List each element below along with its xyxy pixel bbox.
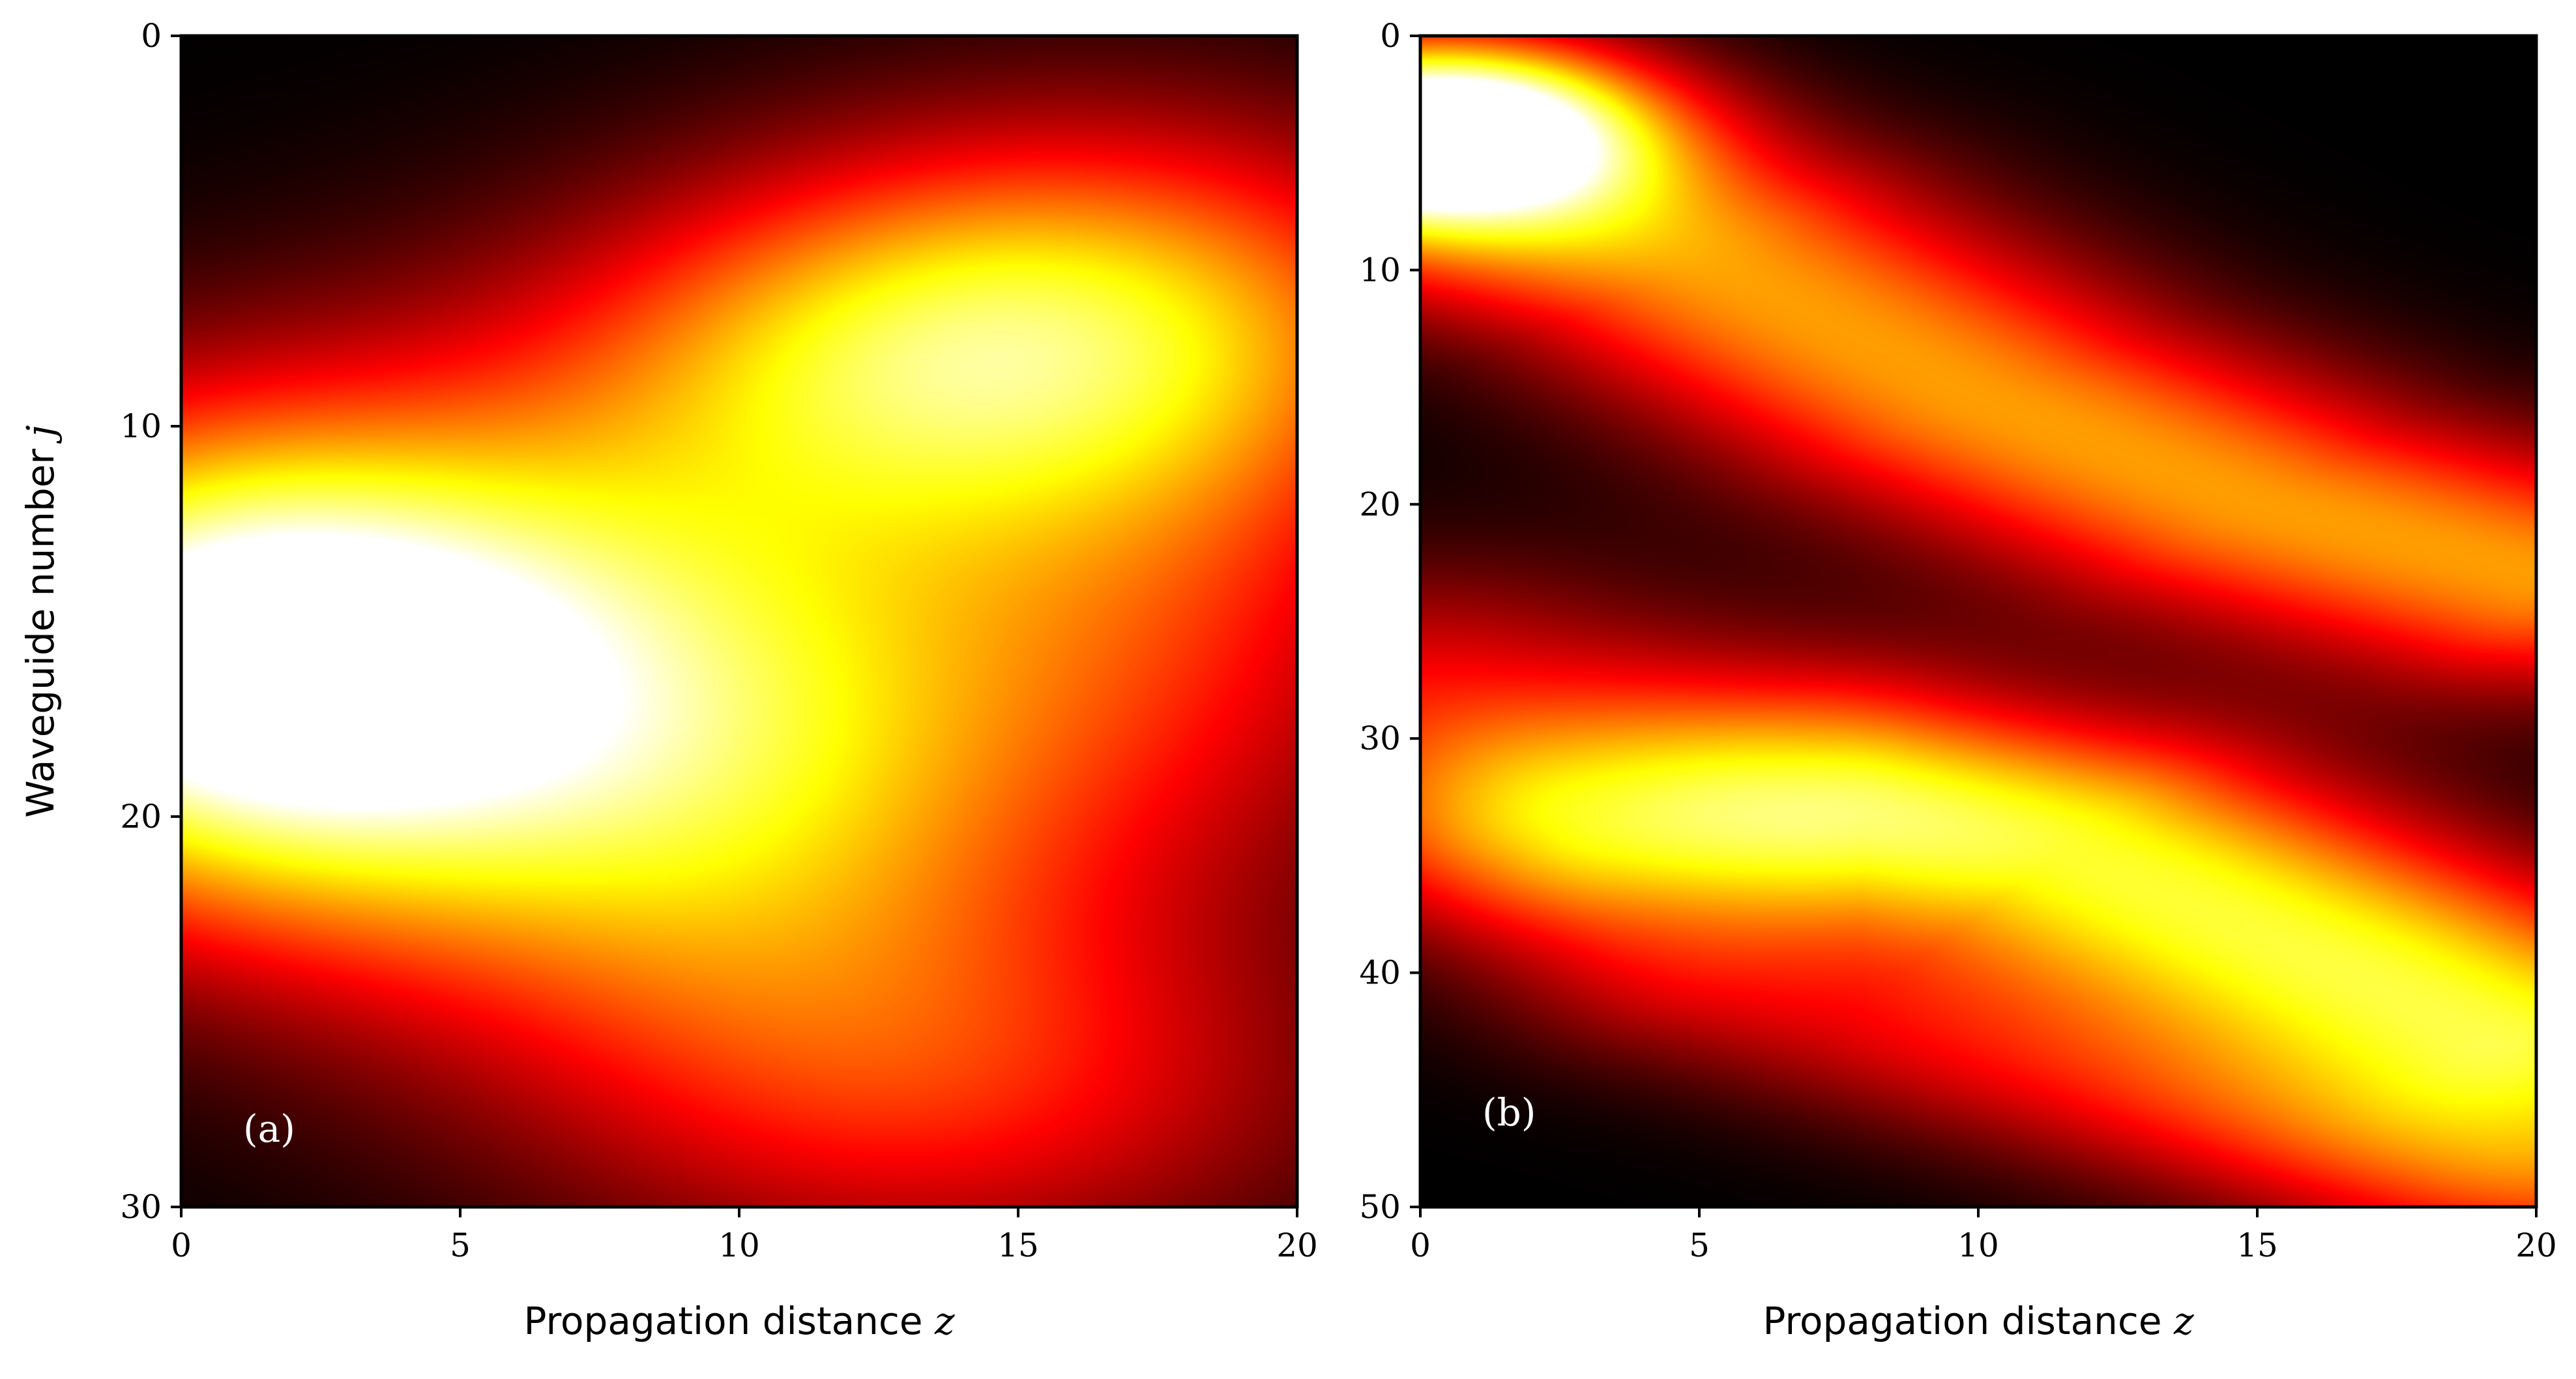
axes-b-yticks: 0 10 20 30 40 50 xyxy=(1359,17,1420,1226)
axes-a-yticks: 0 10 20 30 xyxy=(120,17,181,1226)
axes-a-xlabel: Propagation distance z xyxy=(523,1299,954,1343)
panel-label-b: (b) xyxy=(1482,1090,1536,1135)
axes-b-ytick-label-2: 20 xyxy=(1359,486,1401,523)
axes-a-ytick-label-1: 10 xyxy=(120,407,162,445)
axes-a-frame xyxy=(179,34,1299,1209)
axes-a-ytick-label-2: 20 xyxy=(120,798,162,835)
axes-b-xtick-label-4: 20 xyxy=(2515,1227,2557,1264)
axes-a-ylabel: Waveguide number j xyxy=(18,425,63,818)
panel-label-a: (a) xyxy=(243,1107,295,1151)
axes-b-xtick-label-0: 0 xyxy=(1410,1227,1431,1264)
axes-a-xtick-label-1: 5 xyxy=(450,1227,471,1264)
axes-b-xticks: 0 5 10 15 20 xyxy=(1410,1207,2557,1264)
axes-b-ytick-label-3: 30 xyxy=(1359,719,1401,757)
axes-b-xlabel: Propagation distance z xyxy=(1763,1299,2193,1343)
axes-a-xticks: 0 5 10 15 20 xyxy=(171,1207,1318,1264)
axes-b: 0 5 10 15 20 0 10 20 30 40 50 (b) Propagation dis… xyxy=(1359,17,2556,1343)
axes-b-ytick-label-1: 10 xyxy=(1359,251,1401,289)
axes-a-xtick-label-3: 15 xyxy=(997,1227,1039,1264)
axes-a: 0 5 10 15 20 0 10 20 30 (a) Propagation distanc… xyxy=(18,17,1318,1343)
axes-a-xtick-label-4: 20 xyxy=(1276,1227,1318,1264)
axes-b-xtick-label-1: 5 xyxy=(1689,1227,1710,1264)
axes-b-xtick-label-2: 10 xyxy=(1957,1227,1999,1264)
axes-b-ytick-label-4: 40 xyxy=(1359,954,1401,992)
axes-b-frame xyxy=(1418,34,2538,1209)
axes-a-xtick-label-2: 10 xyxy=(718,1227,760,1264)
axes-b-ytick-label-5: 50 xyxy=(1359,1188,1401,1226)
heatmap-a-image xyxy=(181,36,1297,1207)
axes-b-ytick-label-0: 0 xyxy=(1380,17,1401,55)
axes-b-xtick-label-3: 15 xyxy=(2236,1227,2278,1264)
axes-a-ytick-label-3: 30 xyxy=(120,1188,162,1226)
axes-a-ytick-label-0: 0 xyxy=(141,17,162,55)
heatmap-b-image xyxy=(1420,36,2536,1207)
axes-a-xtick-label-0: 0 xyxy=(171,1227,192,1264)
